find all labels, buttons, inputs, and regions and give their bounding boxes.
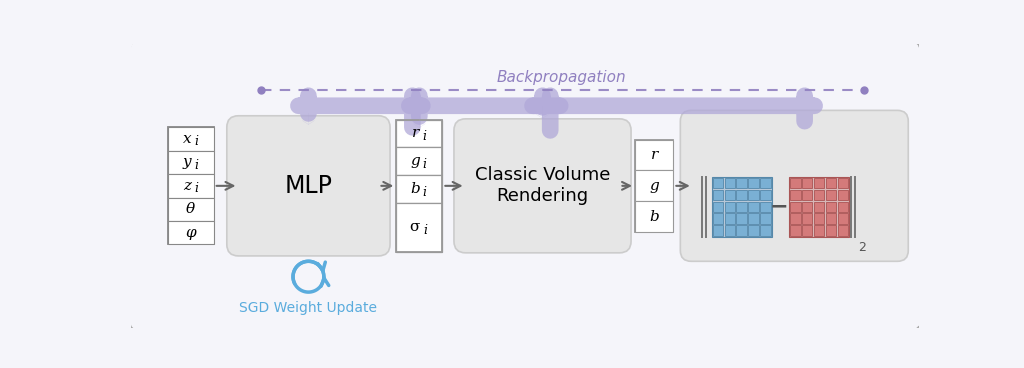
FancyBboxPatch shape	[454, 119, 631, 253]
Text: φ: φ	[185, 226, 196, 240]
Text: 2: 2	[858, 241, 866, 254]
FancyBboxPatch shape	[814, 190, 824, 200]
FancyBboxPatch shape	[838, 202, 848, 212]
FancyBboxPatch shape	[838, 226, 848, 236]
FancyBboxPatch shape	[749, 202, 759, 212]
FancyBboxPatch shape	[802, 202, 812, 212]
FancyBboxPatch shape	[838, 178, 848, 188]
FancyBboxPatch shape	[725, 213, 735, 224]
FancyBboxPatch shape	[790, 178, 801, 188]
Bar	[168, 151, 214, 174]
FancyBboxPatch shape	[814, 226, 824, 236]
FancyBboxPatch shape	[825, 190, 837, 200]
Bar	[168, 127, 214, 244]
FancyBboxPatch shape	[761, 190, 771, 200]
FancyBboxPatch shape	[713, 202, 723, 212]
Text: x: x	[182, 132, 191, 146]
Text: SGD Weight Update: SGD Weight Update	[240, 301, 378, 315]
Text: g: g	[411, 154, 421, 168]
Text: z: z	[183, 179, 190, 193]
FancyBboxPatch shape	[129, 40, 921, 331]
FancyBboxPatch shape	[814, 202, 824, 212]
Text: b: b	[649, 210, 659, 224]
Text: g: g	[649, 179, 659, 193]
FancyBboxPatch shape	[761, 226, 771, 236]
FancyBboxPatch shape	[790, 213, 801, 224]
Text: i: i	[195, 135, 199, 148]
Bar	[790, 177, 849, 237]
FancyBboxPatch shape	[825, 178, 837, 188]
Bar	[168, 127, 214, 151]
FancyBboxPatch shape	[802, 190, 812, 200]
FancyBboxPatch shape	[838, 213, 848, 224]
FancyBboxPatch shape	[761, 213, 771, 224]
FancyBboxPatch shape	[814, 213, 824, 224]
FancyBboxPatch shape	[725, 202, 735, 212]
FancyBboxPatch shape	[761, 178, 771, 188]
FancyBboxPatch shape	[825, 226, 837, 236]
FancyBboxPatch shape	[736, 202, 748, 212]
FancyBboxPatch shape	[825, 202, 837, 212]
Bar	[168, 198, 214, 221]
FancyBboxPatch shape	[713, 190, 723, 200]
FancyBboxPatch shape	[814, 178, 824, 188]
FancyBboxPatch shape	[736, 190, 748, 200]
FancyBboxPatch shape	[825, 213, 837, 224]
Text: b: b	[411, 182, 421, 196]
Bar	[635, 201, 674, 232]
Text: i: i	[195, 159, 199, 172]
Text: Backpropagation: Backpropagation	[497, 70, 627, 85]
Text: i: i	[195, 182, 199, 195]
Bar	[168, 174, 214, 198]
FancyBboxPatch shape	[725, 178, 735, 188]
Text: i: i	[423, 224, 427, 237]
Bar	[396, 120, 442, 147]
Text: i: i	[423, 158, 427, 171]
FancyBboxPatch shape	[736, 213, 748, 224]
Text: y: y	[182, 155, 191, 169]
FancyBboxPatch shape	[749, 190, 759, 200]
Bar	[396, 120, 442, 252]
Text: r: r	[412, 127, 419, 141]
Bar	[635, 170, 674, 201]
FancyBboxPatch shape	[736, 178, 748, 188]
FancyBboxPatch shape	[761, 202, 771, 212]
Bar	[635, 139, 674, 170]
Text: θ: θ	[186, 202, 196, 216]
Text: −: −	[770, 197, 788, 217]
Bar	[712, 177, 772, 237]
Text: Classic Volume
Rendering: Classic Volume Rendering	[475, 166, 610, 205]
Text: r: r	[650, 148, 657, 162]
FancyBboxPatch shape	[226, 116, 390, 256]
FancyBboxPatch shape	[713, 226, 723, 236]
FancyBboxPatch shape	[790, 190, 801, 200]
Bar	[396, 147, 442, 175]
Bar	[168, 221, 214, 244]
Text: σ: σ	[410, 220, 420, 234]
FancyBboxPatch shape	[736, 226, 748, 236]
Bar	[396, 203, 442, 252]
FancyBboxPatch shape	[790, 202, 801, 212]
Text: i: i	[423, 185, 427, 198]
FancyBboxPatch shape	[838, 190, 848, 200]
FancyBboxPatch shape	[790, 226, 801, 236]
Bar	[396, 175, 442, 203]
FancyBboxPatch shape	[749, 213, 759, 224]
FancyBboxPatch shape	[725, 190, 735, 200]
Text: MLP: MLP	[285, 174, 333, 198]
FancyBboxPatch shape	[749, 178, 759, 188]
FancyBboxPatch shape	[749, 226, 759, 236]
FancyBboxPatch shape	[802, 178, 812, 188]
FancyBboxPatch shape	[802, 226, 812, 236]
FancyBboxPatch shape	[725, 226, 735, 236]
FancyBboxPatch shape	[713, 213, 723, 224]
Text: i: i	[423, 130, 427, 143]
Bar	[635, 139, 674, 232]
FancyBboxPatch shape	[802, 213, 812, 224]
FancyBboxPatch shape	[713, 178, 723, 188]
FancyBboxPatch shape	[680, 110, 908, 261]
